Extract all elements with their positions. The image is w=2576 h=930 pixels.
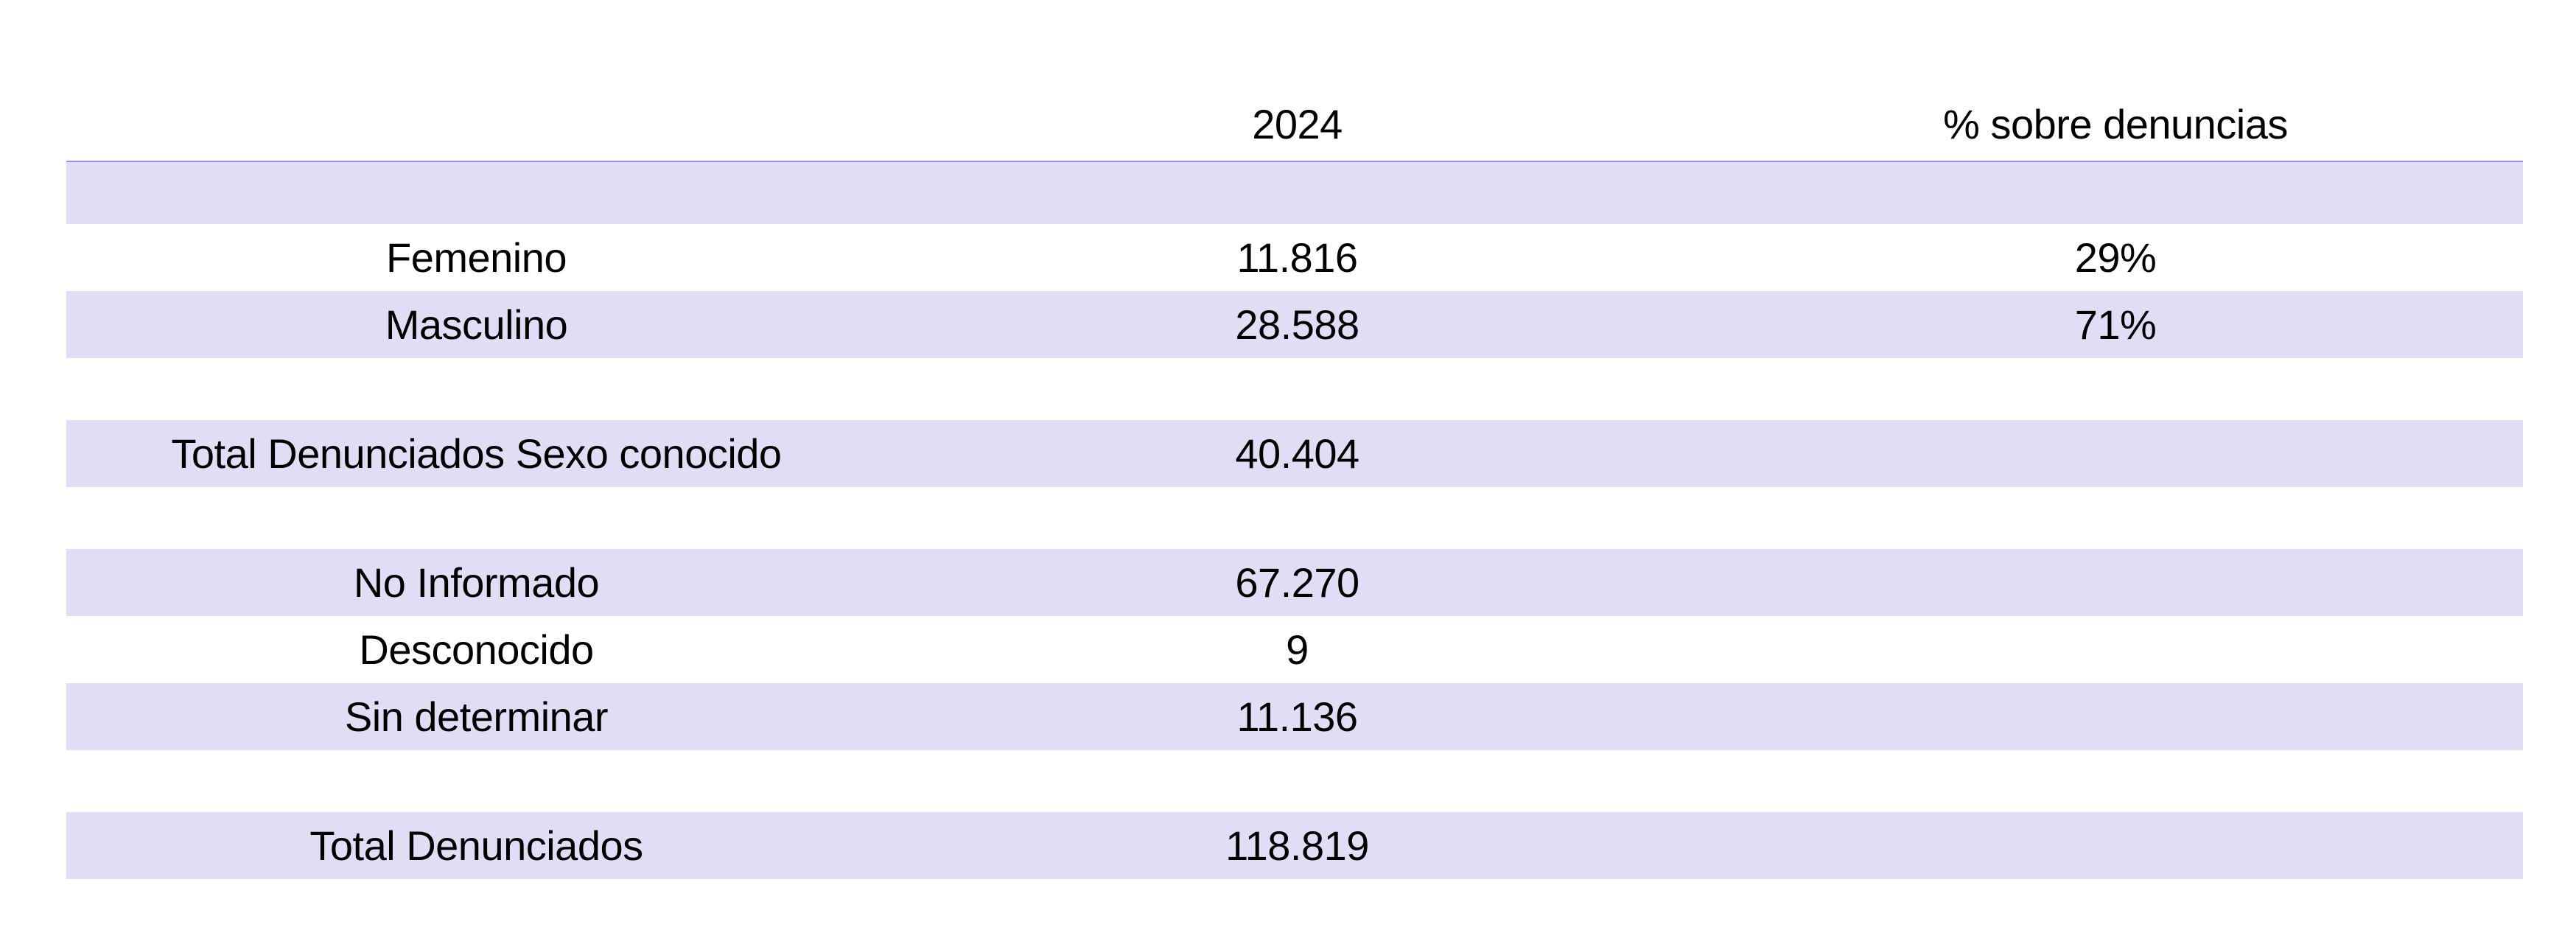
table-row bbox=[66, 162, 2523, 224]
row-label: No Informado bbox=[353, 559, 600, 606]
row-value bbox=[886, 750, 1708, 812]
row-value: 28.588 bbox=[1235, 301, 1359, 348]
row-percent bbox=[1708, 358, 2523, 420]
table-row: Masculino 28.588 71% bbox=[66, 291, 2523, 358]
table-row: Desconocido 9 bbox=[66, 616, 2523, 683]
header-year: 2024 bbox=[1252, 101, 1343, 147]
row-value: 11.816 bbox=[1236, 234, 1358, 281]
row-value bbox=[886, 487, 1708, 549]
row-percent bbox=[1708, 162, 2523, 224]
row-label bbox=[66, 358, 886, 420]
row-value: 118.819 bbox=[1225, 822, 1369, 869]
row-label bbox=[66, 162, 886, 224]
table-row bbox=[66, 487, 2523, 549]
row-label: Total Denunciados bbox=[309, 822, 643, 869]
row-value: 9 bbox=[1286, 626, 1309, 673]
row-label bbox=[66, 750, 886, 812]
row-label: Sin determinar bbox=[344, 693, 609, 740]
table-row bbox=[66, 750, 2523, 812]
table-row: Femenino 11.816 29% bbox=[66, 224, 2523, 291]
row-percent: 29% bbox=[2074, 234, 2157, 281]
header-label-column bbox=[66, 94, 886, 161]
row-label: Masculino bbox=[385, 301, 568, 348]
row-value bbox=[886, 162, 1708, 224]
table-row: Total Denunciados 118.819 bbox=[66, 812, 2523, 879]
data-table: 2024 % sobre denuncias Femenino 11.816 2… bbox=[66, 94, 2523, 879]
row-value: 40.404 bbox=[1235, 430, 1359, 477]
table-row: Total Denunciados Sexo conocido 40.404 bbox=[66, 420, 2523, 487]
row-percent bbox=[1708, 683, 2523, 750]
row-value: 67.270 bbox=[1235, 559, 1359, 606]
row-label: Total Denunciados Sexo conocido bbox=[171, 430, 782, 477]
row-percent bbox=[1708, 812, 2523, 879]
table-row: No Informado 67.270 bbox=[66, 549, 2523, 616]
table-header: 2024 % sobre denuncias bbox=[66, 94, 2523, 162]
row-percent bbox=[1708, 549, 2523, 616]
row-percent bbox=[1708, 420, 2523, 487]
row-value: 11.136 bbox=[1236, 693, 1358, 740]
row-percent: 71% bbox=[2074, 301, 2157, 348]
row-label: Desconocido bbox=[359, 626, 594, 673]
row-value bbox=[886, 358, 1708, 420]
row-percent bbox=[1708, 487, 2523, 549]
row-percent bbox=[1708, 616, 2523, 683]
table-row: Sin determinar 11.136 bbox=[66, 683, 2523, 750]
row-label: Femenino bbox=[385, 234, 567, 281]
row-percent bbox=[1708, 750, 2523, 812]
header-percent: % sobre denuncias bbox=[1943, 101, 2288, 147]
row-label bbox=[66, 487, 886, 549]
table-row bbox=[66, 358, 2523, 420]
